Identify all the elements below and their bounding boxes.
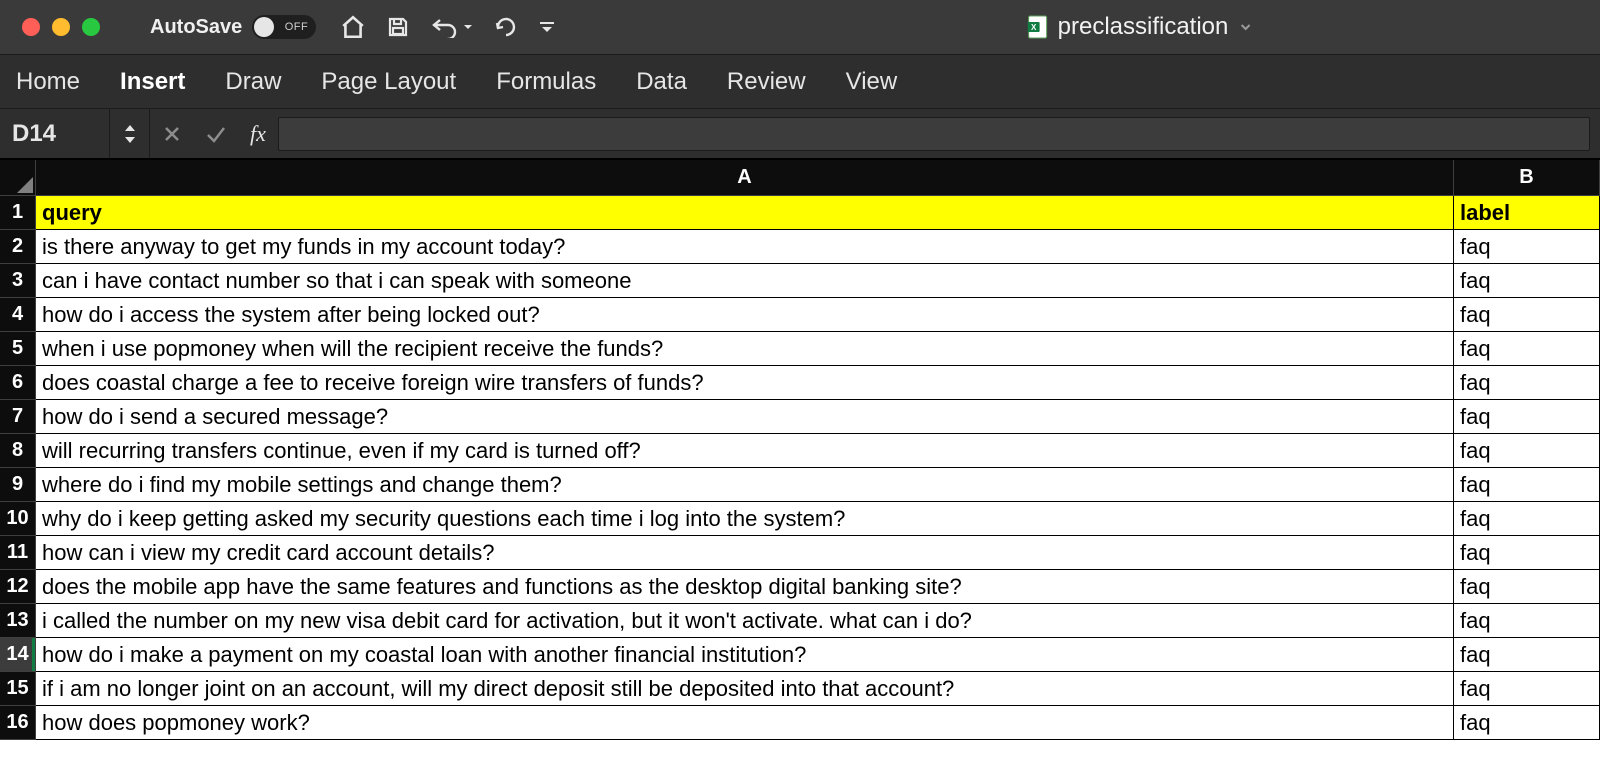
quick-access-toolbar [340, 14, 556, 40]
tab-review[interactable]: Review [727, 68, 806, 96]
tab-home[interactable]: Home [16, 68, 80, 96]
close-window-button[interactable] [22, 18, 40, 36]
caret-down-icon [123, 135, 137, 145]
cell-B7[interactable]: faq [1454, 400, 1600, 434]
cell-A13[interactable]: i called the number on my new visa debit… [36, 604, 1454, 638]
autosave-toggle-knob [254, 17, 274, 37]
titlebar: AutoSave OFF [0, 0, 1600, 54]
row-header[interactable]: 14 [0, 638, 36, 672]
cell-B1[interactable]: label [1454, 196, 1600, 230]
cell-B5[interactable]: faq [1454, 332, 1600, 366]
caret-up-icon [123, 123, 137, 133]
cell-B15[interactable]: faq [1454, 672, 1600, 706]
tab-data[interactable]: Data [636, 68, 687, 96]
cell-A6[interactable]: does coastal charge a fee to receive for… [36, 366, 1454, 400]
cell-A14[interactable]: how do i make a payment on my coastal lo… [36, 638, 1454, 672]
cell-B16[interactable]: faq [1454, 706, 1600, 740]
x-icon [162, 124, 182, 144]
row-header[interactable]: 1 [0, 196, 36, 230]
row-header[interactable]: 3 [0, 264, 36, 298]
cell-B2[interactable]: faq [1454, 230, 1600, 264]
minimize-window-button[interactable] [52, 18, 70, 36]
autosave-label: AutoSave [150, 16, 242, 39]
row-header[interactable]: 12 [0, 570, 36, 604]
cell-A5[interactable]: when i use popmoney when will the recipi… [36, 332, 1454, 366]
name-box[interactable]: D14 [0, 109, 110, 158]
chevron-down-icon [1238, 20, 1252, 34]
row-header[interactable]: 2 [0, 230, 36, 264]
cell-B13[interactable]: faq [1454, 604, 1600, 638]
cell-A9[interactable]: where do i find my mobile settings and c… [36, 468, 1454, 502]
cell-A7[interactable]: how do i send a secured message? [36, 400, 1454, 434]
name-box-value: D14 [12, 120, 56, 148]
autosave-toggle-state: OFF [285, 21, 309, 33]
row-header[interactable]: 11 [0, 536, 36, 570]
cell-A4[interactable]: how do i access the system after being l… [36, 298, 1454, 332]
tab-formulas[interactable]: Formulas [496, 68, 596, 96]
column-header-A[interactable]: A [36, 160, 1454, 196]
customize-qat-icon[interactable] [538, 18, 556, 36]
cell-B12[interactable]: faq [1454, 570, 1600, 604]
row-header[interactable]: 10 [0, 502, 36, 536]
cell-B3[interactable]: faq [1454, 264, 1600, 298]
undo-button[interactable] [430, 16, 474, 38]
cell-A8[interactable]: will recurring transfers continue, even … [36, 434, 1454, 468]
row-header[interactable]: 8 [0, 434, 36, 468]
fx-label[interactable]: fx [250, 121, 266, 147]
cell-A3[interactable]: can i have contact number so that i can … [36, 264, 1454, 298]
tab-insert[interactable]: Insert [120, 68, 185, 96]
formula-input[interactable] [278, 117, 1590, 151]
select-all-corner[interactable] [0, 160, 36, 196]
zoom-window-button[interactable] [82, 18, 100, 36]
tab-draw[interactable]: Draw [225, 68, 281, 96]
name-box-stepper[interactable] [110, 109, 150, 158]
document-title-group[interactable]: X preclassification [1028, 13, 1253, 41]
cell-A10[interactable]: why do i keep getting asked my security … [36, 502, 1454, 536]
save-icon[interactable] [386, 15, 410, 39]
autosave-toggle[interactable]: OFF [252, 15, 316, 39]
cell-A15[interactable]: if i am no longer joint on an account, w… [36, 672, 1454, 706]
home-icon[interactable] [340, 14, 366, 40]
cell-B6[interactable]: faq [1454, 366, 1600, 400]
window-controls [22, 18, 100, 36]
row-header[interactable]: 9 [0, 468, 36, 502]
cell-A11[interactable]: how can i view my credit card account de… [36, 536, 1454, 570]
cell-A12[interactable]: does the mobile app have the same featur… [36, 570, 1454, 604]
cell-B14[interactable]: faq [1454, 638, 1600, 672]
document-title: preclassification [1058, 13, 1229, 41]
spreadsheet-grid[interactable]: AB 1querylabel 2is there anyway to get my … [0, 160, 1600, 740]
row-header[interactable]: 15 [0, 672, 36, 706]
cell-A16[interactable]: how does popmoney work? [36, 706, 1454, 740]
svg-text:X: X [1031, 23, 1037, 32]
cell-B10[interactable]: faq [1454, 502, 1600, 536]
excel-file-icon: X [1028, 15, 1048, 39]
cell-A1[interactable]: query [36, 196, 1454, 230]
column-header-B[interactable]: B [1454, 160, 1600, 196]
row-header[interactable]: 6 [0, 366, 36, 400]
row-header[interactable]: 16 [0, 706, 36, 740]
row-header[interactable]: 4 [0, 298, 36, 332]
check-icon [205, 123, 227, 145]
ribbon-tabs: Home Insert Draw Page Layout Formulas Data Rev… [0, 54, 1600, 108]
cell-A2[interactable]: is there anyway to get my funds in my ac… [36, 230, 1454, 264]
cell-B9[interactable]: faq [1454, 468, 1600, 502]
tab-view[interactable]: View [846, 68, 898, 96]
redo-button[interactable] [494, 15, 518, 39]
cell-B4[interactable]: faq [1454, 298, 1600, 332]
cell-B11[interactable]: faq [1454, 536, 1600, 570]
autosave-group: AutoSave OFF [150, 15, 316, 39]
cell-B8[interactable]: faq [1454, 434, 1600, 468]
formula-bar: D14 fx [0, 108, 1600, 160]
formula-enter-button[interactable] [194, 123, 238, 145]
tab-page-layout[interactable]: Page Layout [321, 68, 456, 96]
formula-cancel-button[interactable] [150, 124, 194, 144]
row-header[interactable]: 5 [0, 332, 36, 366]
row-header[interactable]: 7 [0, 400, 36, 434]
row-header[interactable]: 13 [0, 604, 36, 638]
